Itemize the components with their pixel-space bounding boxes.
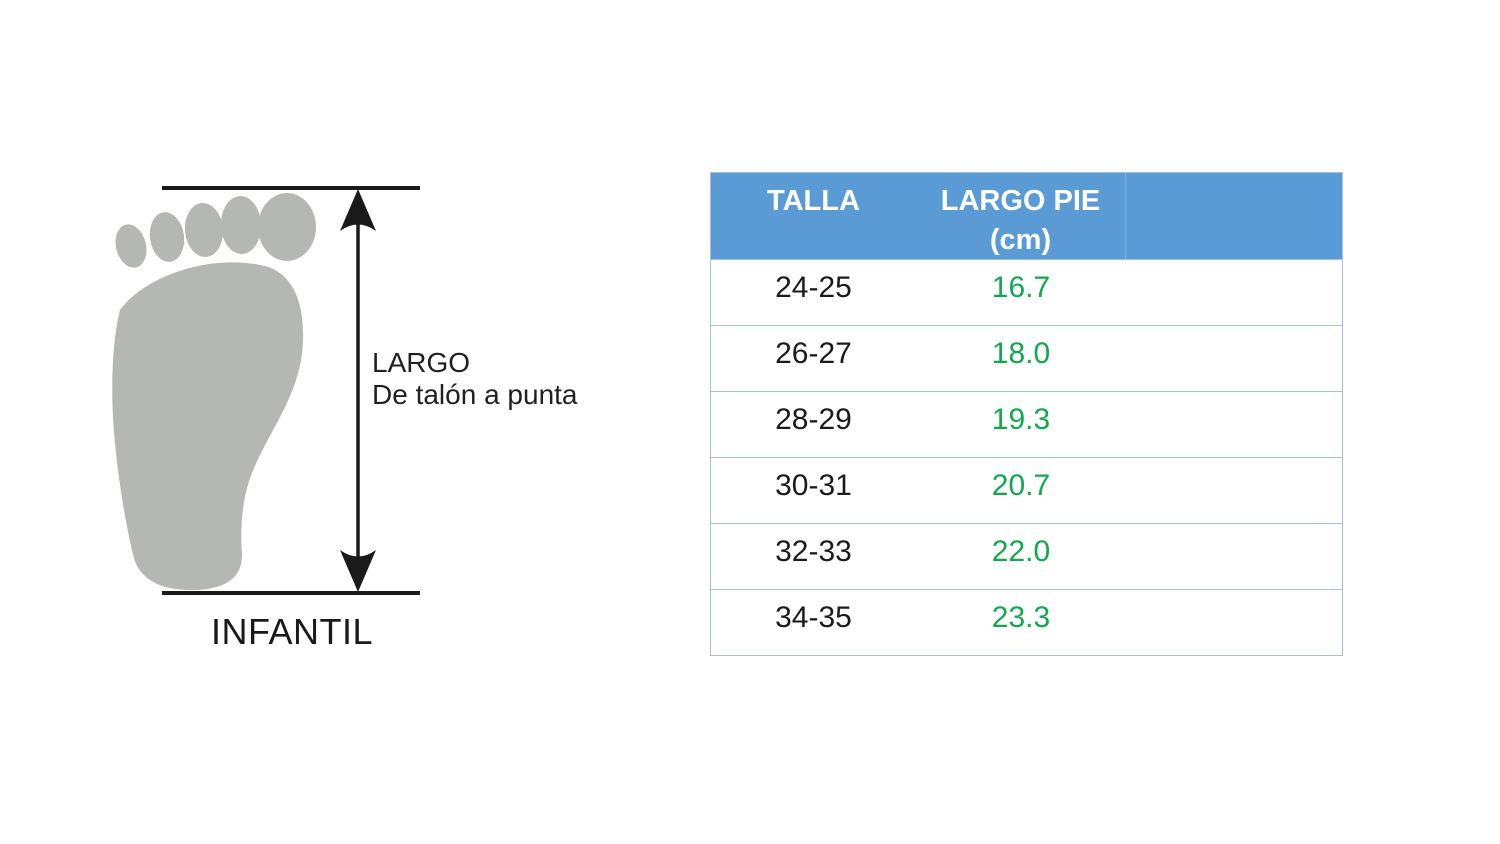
largo-cell: 19.3 (991, 403, 1051, 436)
table-header-row: TALLA LARGO PIE (cm) (711, 173, 1342, 259)
talla-cell: 34-35 (775, 601, 852, 634)
table-row: 28-29 19.3 (711, 391, 1342, 457)
talla-cell: 32-33 (775, 535, 852, 568)
length-label-line2: De talón a punta (372, 379, 578, 410)
empty-cell (1126, 458, 1342, 523)
table-row: 24-25 16.7 (711, 259, 1342, 325)
talla-cell: 28-29 (775, 403, 852, 436)
header-cell-empty (1126, 173, 1342, 259)
talla-cell: 30-31 (775, 469, 852, 502)
length-arrow-icon (340, 189, 376, 592)
empty-cell (1126, 524, 1342, 589)
header-cell-largo-pie: LARGO PIE (cm) (916, 173, 1126, 259)
header-cell-talla: TALLA (767, 185, 860, 217)
largo-cell: 23.3 (991, 601, 1051, 634)
talla-cell: 24-25 (775, 271, 852, 304)
foot-silhouette-icon (112, 193, 316, 591)
empty-cell (1126, 590, 1342, 655)
largo-cell: 20.7 (991, 469, 1051, 502)
foot-measurement-diagram (112, 186, 420, 595)
header-largo-line1: LARGO PIE (940, 185, 1101, 217)
table-row: 34-35 23.3 (711, 589, 1342, 655)
table-row: 26-27 18.0 (711, 325, 1342, 391)
table-row: 30-31 20.7 (711, 457, 1342, 523)
largo-cell: 16.7 (991, 271, 1051, 304)
largo-cell: 22.0 (991, 535, 1051, 568)
talla-cell: 26-27 (775, 337, 852, 370)
size-table: TALLA LARGO PIE (cm) 24-25 16.7 26-27 18… (710, 172, 1343, 656)
empty-cell (1126, 392, 1342, 457)
table-row: 32-33 22.0 (711, 523, 1342, 589)
diagram-caption: INFANTIL (210, 611, 374, 652)
largo-cell: 18.0 (991, 337, 1051, 370)
empty-cell (1126, 260, 1342, 325)
length-label: LARGO De talón a punta (372, 347, 578, 411)
empty-cell (1126, 326, 1342, 391)
length-label-line1: LARGO (372, 347, 471, 378)
header-largo-line2: (cm) (989, 224, 1052, 256)
